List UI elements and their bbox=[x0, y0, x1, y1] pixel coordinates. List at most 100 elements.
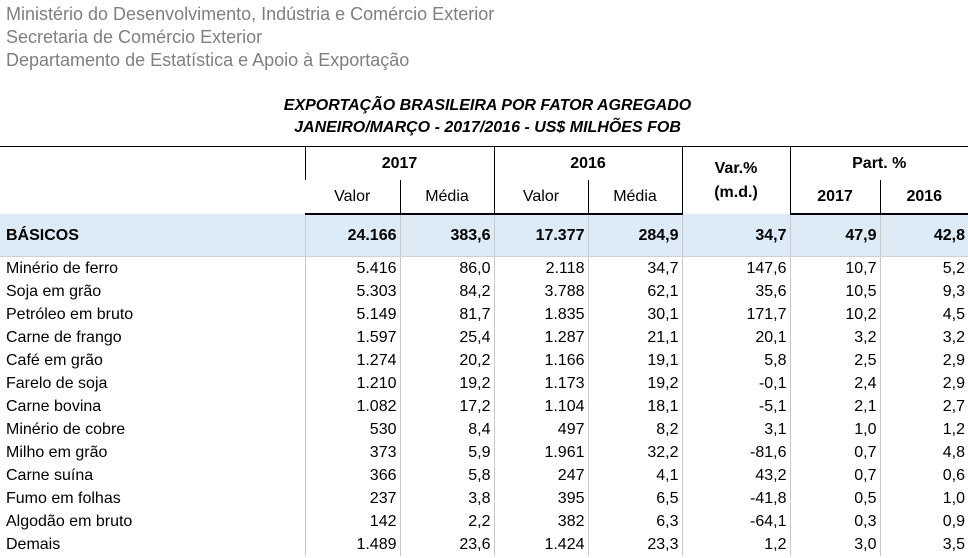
cell: 3,2 bbox=[789, 326, 880, 349]
cell: -0,1 bbox=[681, 372, 790, 395]
cell: 395 bbox=[493, 487, 588, 510]
cell: 1,2 bbox=[681, 533, 790, 556]
cell: 237 bbox=[304, 487, 400, 510]
cell: 2,5 bbox=[789, 349, 880, 372]
cell: -81,6 bbox=[681, 441, 790, 464]
cell: 5,8 bbox=[681, 349, 790, 372]
data-row: Fumo em folhas 237 3,8 395 6,5 -41,8 0,5 1,0 bbox=[0, 487, 968, 510]
header-cell: 2016 bbox=[879, 180, 968, 215]
cell: 1.287 bbox=[493, 326, 588, 349]
cell: 0,7 bbox=[789, 441, 880, 464]
cell: 47,9 bbox=[789, 214, 880, 257]
cell: 4,5 bbox=[879, 303, 968, 326]
cell: 0,7 bbox=[789, 464, 880, 487]
cell: 23,6 bbox=[399, 533, 494, 556]
cell: 142 bbox=[304, 510, 400, 533]
cell: 34,7 bbox=[587, 256, 682, 280]
cell: 43,2 bbox=[681, 464, 790, 487]
table-head: 2017 2016 Var.% (m.d.) Part. % Valor Médi… bbox=[0, 146, 968, 215]
cell: 3,1 bbox=[681, 418, 790, 441]
data-row: Milho em grão 373 5,9 1.961 32,2 -81,6 0,7 4,8 bbox=[0, 441, 968, 464]
data-row: Minério de ferro 5.416 86,0 2.118 34,7 147,6 1… bbox=[0, 256, 968, 280]
data-row: Carne suína 366 5,8 247 4,1 43,2 0,7 0,6 bbox=[0, 464, 968, 487]
cell: 383,6 bbox=[399, 214, 494, 257]
cell: 2,4 bbox=[789, 372, 880, 395]
cell: 19,2 bbox=[587, 372, 682, 395]
cell: 32,2 bbox=[587, 441, 682, 464]
data-row: Carne bovina 1.082 17,2 1.104 18,1 -5,1 2,1 2,7 bbox=[0, 395, 968, 418]
cell: 2,9 bbox=[879, 372, 968, 395]
header-cell: Média bbox=[399, 180, 494, 215]
row-label: Carne bovina bbox=[6, 398, 102, 415]
data-row: Minério de cobre 530 8,4 497 8,2 3,1 1,0 1,2 bbox=[0, 418, 968, 441]
cell: 1.274 bbox=[304, 349, 400, 372]
cell: 0,5 bbox=[789, 487, 880, 510]
cell: 10,5 bbox=[789, 280, 880, 303]
cell: 530 bbox=[304, 418, 400, 441]
cell: 9,3 bbox=[879, 280, 968, 303]
cell: 1.173 bbox=[493, 372, 588, 395]
cell: 2,2 bbox=[399, 510, 494, 533]
cell: 2,9 bbox=[879, 349, 968, 372]
row-label: BÁSICOS bbox=[0, 214, 305, 257]
cell: 373 bbox=[304, 441, 400, 464]
header-cell: 2017 bbox=[304, 146, 494, 180]
cell: 10,2 bbox=[789, 303, 880, 326]
cell: 4,1 bbox=[587, 464, 682, 487]
cell: 2,7 bbox=[879, 395, 968, 418]
cell: 62,1 bbox=[587, 280, 682, 303]
row-label: Milho em grão bbox=[6, 444, 108, 461]
header-line: Ministério do Desenvolvimento, Indústria… bbox=[6, 4, 495, 24]
table-title: EXPORTAÇÃO BRASILEIRA POR FATOR AGREGADO bbox=[283, 97, 692, 114]
cell: 1.597 bbox=[304, 326, 400, 349]
cell: 0,9 bbox=[879, 510, 968, 533]
cell: 1.489 bbox=[304, 533, 400, 556]
cell: 0,3 bbox=[789, 510, 880, 533]
header-line: Departamento de Estatística e Apoio à Ex… bbox=[6, 50, 410, 70]
header-cell: Var.% (m.d.) bbox=[681, 146, 790, 214]
data-table: 2017 2016 Var.% (m.d.) Part. % Valor Médi… bbox=[0, 146, 968, 556]
cell: -41,8 bbox=[681, 487, 790, 510]
cell: 8,2 bbox=[587, 418, 682, 441]
cell: -64,1 bbox=[681, 510, 790, 533]
cell: 5.149 bbox=[304, 303, 400, 326]
cell: 284,9 bbox=[587, 214, 682, 257]
cell: 86,0 bbox=[399, 256, 494, 280]
cell: 247 bbox=[493, 464, 588, 487]
cell: 1.166 bbox=[493, 349, 588, 372]
cell: 5,2 bbox=[879, 256, 968, 280]
cell: 42,8 bbox=[879, 214, 968, 257]
data-row: Farelo de soja 1.210 19,2 1.173 19,2 -0,1 2,4 2… bbox=[0, 372, 968, 395]
cell: 2,1 bbox=[789, 395, 880, 418]
cell: 18,1 bbox=[587, 395, 682, 418]
row-label: Algodão em bruto bbox=[6, 513, 133, 530]
table-body: BÁSICOS 24.166 383,6 17.377 284,9 34,7 47,9 42,… bbox=[0, 214, 968, 556]
data-row: Demais 1.489 23,6 1.424 23,3 1,2 3,0 3,5 bbox=[0, 533, 968, 556]
header-cell: 2016 bbox=[493, 146, 682, 180]
cell: 8,4 bbox=[399, 418, 494, 441]
data-row: Algodão em bruto 142 2,2 382 6,3 -64,1 0,3 0,9 bbox=[0, 510, 968, 533]
cell: 497 bbox=[493, 418, 588, 441]
cell: 19,2 bbox=[399, 372, 494, 395]
cell: 4,8 bbox=[879, 441, 968, 464]
cell: 30,1 bbox=[587, 303, 682, 326]
cell: 34,7 bbox=[681, 214, 790, 257]
cell: 5.303 bbox=[304, 280, 400, 303]
header-cell: Valor bbox=[493, 180, 588, 215]
cell: 10,7 bbox=[789, 256, 880, 280]
cell: 3,5 bbox=[879, 533, 968, 556]
data-row: Soja em grão 5.303 84,2 3.788 62,1 35,6 10,5 9,… bbox=[0, 280, 968, 303]
data-row: Petróleo em bruto 5.149 81,7 1.835 30,1 171,7… bbox=[0, 303, 968, 326]
cell: 1.961 bbox=[493, 441, 588, 464]
row-label: Carne suína bbox=[6, 467, 94, 484]
cell: 3,2 bbox=[879, 326, 968, 349]
header-cell bbox=[0, 146, 305, 214]
cell: 23,3 bbox=[587, 533, 682, 556]
total-row: BÁSICOS 24.166 383,6 17.377 284,9 34,7 47,9 42,… bbox=[0, 214, 968, 257]
cell: 21,1 bbox=[587, 326, 682, 349]
cell: 35,6 bbox=[681, 280, 790, 303]
data-row: Café em grão 1.274 20,2 1.166 19,1 5,8 2,5 2,9 bbox=[0, 349, 968, 372]
cell: 1.835 bbox=[493, 303, 588, 326]
cell: 81,7 bbox=[399, 303, 494, 326]
